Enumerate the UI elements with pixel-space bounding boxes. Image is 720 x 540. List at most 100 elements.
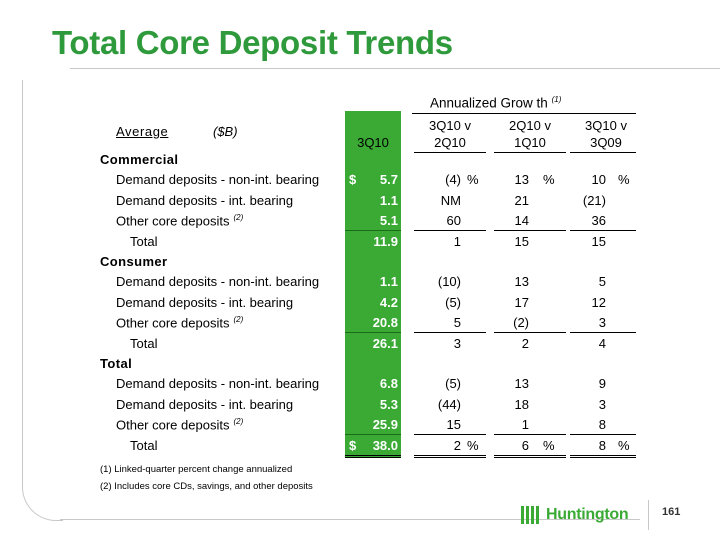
grand-total-rule (494, 454, 566, 458)
footnote-ref: (2) (233, 417, 244, 426)
pct-sign: % (618, 172, 630, 187)
growth-vs-2q10: 1 (453, 233, 461, 249)
subtotal-rule (345, 434, 401, 435)
subtotal-rule (345, 230, 401, 231)
value-3q10: 20.8 (372, 315, 398, 330)
value-3q10: 5.1 (379, 213, 398, 228)
growth-vs-1q10: 18 (514, 396, 529, 412)
col-3q09-header-top: 3Q10 v (585, 118, 627, 133)
page-number: 161 (662, 506, 681, 518)
row-label-text: Demand deposits - non-int. bearing (116, 376, 320, 391)
growth-vs-2q10: (5) (445, 376, 461, 391)
row-label: Demand deposits - non-int. bearing (116, 172, 319, 187)
growth-vs-3q09: 15 (591, 233, 606, 249)
col-2q10-header-top: 3Q10 v (429, 118, 471, 133)
growth-vs-1q10: (2) (513, 315, 529, 330)
row-label-text: Other core deposits (116, 417, 230, 433)
value-3q10: 38.0 (372, 437, 398, 453)
col-3q10-header: 3Q10 (357, 135, 389, 150)
current-quarter-highlight (345, 111, 401, 457)
subtotal-rule (494, 434, 566, 435)
row-label: Other core deposits (2) (116, 213, 243, 228)
growth-vs-2q10: (44) (437, 396, 461, 412)
row-label: Total (130, 336, 157, 351)
header-rule (412, 113, 636, 114)
row-label: Demand deposits - int. bearing (116, 193, 293, 208)
footer-divider (648, 500, 649, 530)
row-label: Demand deposits - int. bearing (116, 397, 293, 412)
subtotal-rule (414, 434, 486, 435)
subtotal-rule (570, 434, 636, 435)
row-label-text: Demand deposits - int. bearing (116, 294, 294, 310)
row-label: Demand deposits - int. bearing (116, 295, 293, 310)
value-3q10: 5.7 (379, 172, 398, 187)
subtotal-rule (494, 230, 566, 231)
huntington-logo: Huntington (520, 502, 629, 528)
huntington-logo-mark (520, 504, 542, 526)
subtotal-rule (345, 332, 401, 333)
growth-vs-1q10: 17 (514, 294, 529, 310)
dollar-sign: $ (349, 437, 357, 453)
row-label: Other core deposits (2) (116, 315, 243, 330)
dollar-sign: $ (349, 172, 357, 187)
value-3q10: 11.9 (373, 233, 398, 249)
row-label-text: Total (130, 335, 158, 351)
title-divider (70, 68, 720, 69)
pct-sign: % (618, 437, 630, 453)
growth-vs-1q10: 15 (514, 233, 529, 249)
growth-vs-3q09: 12 (591, 294, 606, 310)
logo-text: Huntington (546, 506, 629, 523)
row-label-text: Total (130, 437, 158, 453)
section-heading: Consumer (100, 254, 168, 269)
growth-vs-2q10: (10) (437, 274, 461, 289)
row-label-text: Demand deposits - int. bearing (116, 396, 294, 412)
growth-vs-1q10: 1 (521, 417, 529, 432)
value-3q10: 25.9 (372, 417, 398, 432)
col-3q09-header-bottom: 3Q09 (590, 135, 622, 150)
growth-vs-2q10: 60 (446, 213, 461, 228)
growth-vs-3q09: 3 (598, 396, 606, 412)
row-label-text: Demand deposits - non-int. bearing (116, 172, 320, 187)
pct-sign: % (467, 437, 479, 453)
growth-vs-3q09: 5 (598, 274, 606, 289)
growth-vs-3q09: 3 (598, 315, 606, 330)
row-label: Demand deposits - non-int. bearing (116, 274, 319, 289)
annualized-growth-header: Annualized Grow th (1) (430, 95, 562, 111)
subtotal-rule (414, 332, 486, 333)
col-1q10-header-bottom: 1Q10 (514, 135, 546, 150)
value-3q10: 1.1 (379, 192, 398, 208)
growth-vs-3q09: (21) (582, 192, 606, 208)
subtotal-rule (570, 332, 636, 333)
grand-total-rule (570, 454, 636, 458)
growth-vs-1q10: 13 (514, 376, 529, 391)
growth-vs-3q09: 8 (598, 437, 606, 453)
row-label-text: Other core deposits (116, 315, 230, 331)
growth-vs-1q10: 13 (514, 172, 529, 187)
growth-vs-2q10: 15 (446, 417, 461, 432)
row-label: Demand deposits - non-int. bearing (116, 376, 319, 391)
value-3q10: 4.2 (379, 294, 398, 310)
growth-vs-1q10: 2 (521, 335, 529, 351)
header-underline (494, 152, 566, 153)
col-1q10-header-top: 2Q10 v (509, 118, 551, 133)
subtotal-rule (494, 332, 566, 333)
growth-vs-1q10: 6 (521, 437, 529, 453)
value-3q10: 26.1 (372, 335, 398, 351)
section-heading: Total (100, 356, 133, 371)
value-3q10: 5.3 (379, 396, 398, 412)
pct-sign: % (467, 172, 479, 187)
pct-sign: % (543, 437, 555, 453)
footnote-ref: (2) (233, 213, 244, 222)
col-2q10-header-bottom: 2Q10 (434, 135, 466, 150)
growth-vs-2q10: (4) (445, 172, 461, 187)
footnote-1: (1) Linked-quarter percent change annual… (100, 464, 293, 475)
row-label: Other core deposits (2) (116, 417, 243, 432)
growth-vs-3q09: 36 (591, 213, 606, 228)
header-underline (414, 152, 486, 153)
row-label-text: Other core deposits (116, 213, 230, 229)
growth-vs-1q10: 21 (514, 192, 529, 208)
growth-vs-3q09: 8 (598, 417, 606, 432)
footnote-2: (2) Includes core CDs, savings, and othe… (100, 481, 313, 492)
row-label: Total (130, 438, 157, 453)
value-3q10: 1.1 (379, 274, 398, 289)
